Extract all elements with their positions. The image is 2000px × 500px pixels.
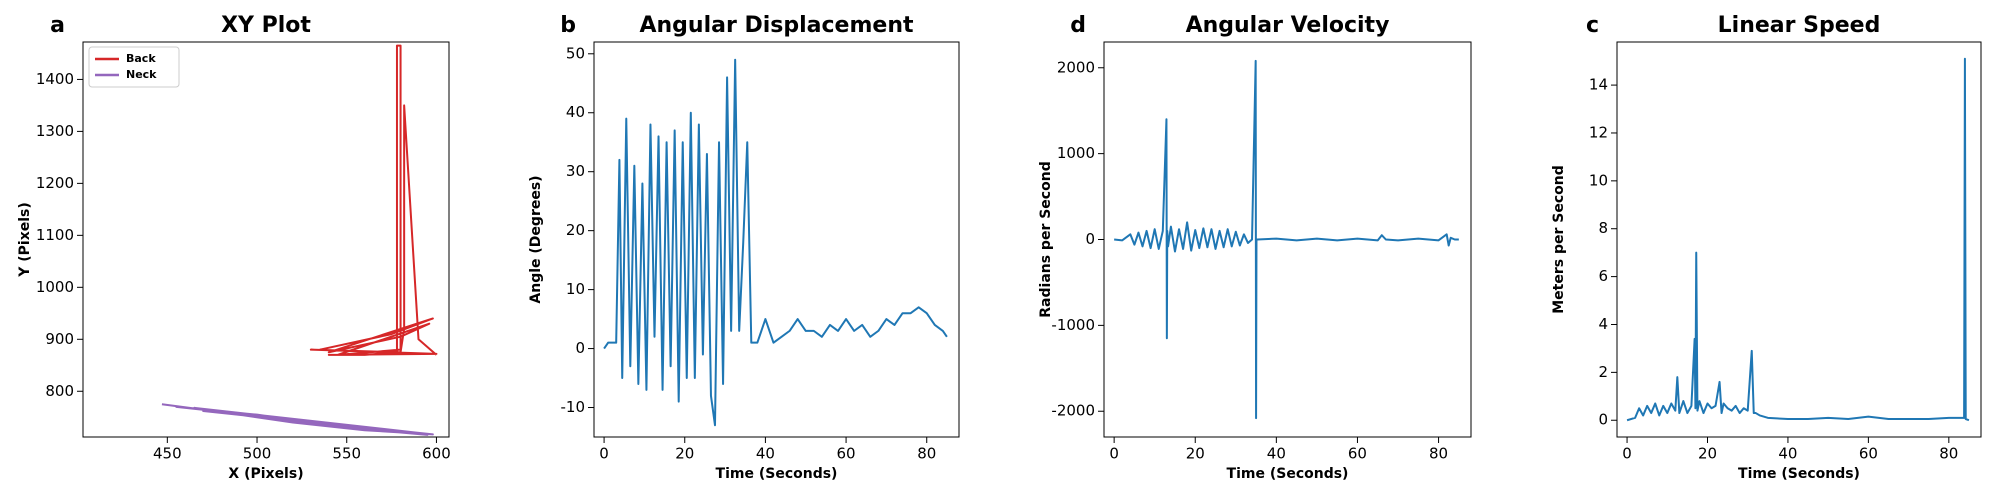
y-tick-label: 0 <box>1598 411 1608 429</box>
x-tick-label: 0 <box>1622 445 1632 463</box>
data-line <box>1114 59 1459 420</box>
y-axis-label: Meters per Second <box>1551 165 1567 314</box>
x-tick-label: 40 <box>1267 445 1286 463</box>
y-axis-label: Y (Pixels) <box>17 202 33 278</box>
x-axis-label: Time (Seconds) <box>716 466 838 482</box>
x-tick-label: 0 <box>599 445 609 463</box>
y-tick-label: 1000 <box>1057 144 1095 162</box>
x-tick-label: 550 <box>332 445 361 463</box>
y-tick-label: 1400 <box>36 70 74 88</box>
y-tick-label: 6 <box>1598 267 1608 285</box>
x-axis-label: Time (Seconds) <box>1738 466 1860 482</box>
y-tick-label: 30 <box>566 162 585 180</box>
y-tick-label: 0 <box>575 339 585 357</box>
x-tick-label: 20 <box>675 445 694 463</box>
data-line <box>1626 57 1970 422</box>
x-tick-label: 40 <box>1778 445 1797 463</box>
axes-frame <box>82 41 450 438</box>
y-tick-label: 50 <box>566 44 585 62</box>
chart-title: Linear Speed <box>1718 13 1881 38</box>
y-tick-label: 10 <box>566 280 585 298</box>
legend-box <box>88 46 180 88</box>
chart-title: Angular Displacement <box>639 13 913 38</box>
y-tick-label: -10 <box>561 398 586 416</box>
y-tick-label: 20 <box>566 221 585 239</box>
x-axis-label: Time (Seconds) <box>1227 466 1349 482</box>
axes-frame <box>1616 41 1982 438</box>
y-tick-label: 1100 <box>36 226 74 244</box>
y-tick-label: -2000 <box>1051 402 1095 420</box>
data-line <box>309 44 438 356</box>
legend-label: Neck <box>126 68 157 81</box>
x-tick-label: 60 <box>1859 445 1878 463</box>
y-tick-label: 10 <box>1589 171 1608 189</box>
x-tick-label: 80 <box>1429 445 1448 463</box>
axes-frame <box>1103 41 1472 438</box>
axes-frame <box>593 41 960 438</box>
y-axis-label: Angle (Degrees) <box>528 175 544 303</box>
panel-label: c <box>1586 13 1599 38</box>
x-tick-label: 80 <box>917 445 936 463</box>
panel-label: b <box>560 13 576 38</box>
y-tick-label: 40 <box>566 103 585 121</box>
y-tick-label: 2 <box>1598 363 1608 381</box>
x-tick-label: 80 <box>1939 445 1958 463</box>
x-tick-label: 60 <box>837 445 856 463</box>
y-tick-label: 12 <box>1589 123 1608 141</box>
y-tick-label: -1000 <box>1051 316 1095 334</box>
y-tick-label: 4 <box>1598 315 1608 333</box>
x-tick-label: 0 <box>1109 445 1119 463</box>
chart-title: XY Plot <box>221 13 311 38</box>
y-tick-label: 800 <box>45 382 74 400</box>
x-axis-label: X (Pixels) <box>228 466 303 482</box>
x-tick-label: 600 <box>422 445 451 463</box>
panel-label: d <box>1070 13 1086 38</box>
y-tick-label: 1200 <box>36 174 74 192</box>
y-tick-label: 1000 <box>36 278 74 296</box>
x-tick-label: 20 <box>1186 445 1205 463</box>
y-tick-label: 900 <box>45 330 74 348</box>
panel-label: a <box>50 13 65 38</box>
y-tick-label: 2000 <box>1057 58 1095 76</box>
y-axis-label: Radians per Second <box>1038 161 1054 317</box>
x-tick-label: 40 <box>756 445 775 463</box>
y-tick-label: 0 <box>1085 230 1095 248</box>
y-tick-label: 8 <box>1598 219 1608 237</box>
x-tick-label: 60 <box>1348 445 1367 463</box>
data-line <box>603 58 948 427</box>
chart-title: Angular Velocity <box>1186 13 1390 38</box>
x-tick-label: 20 <box>1698 445 1717 463</box>
legend-label: Back <box>126 52 156 65</box>
y-tick-label: 1300 <box>36 122 74 140</box>
y-tick-label: 14 <box>1589 76 1608 94</box>
x-tick-label: 500 <box>243 445 272 463</box>
x-tick-label: 450 <box>153 445 182 463</box>
data-line <box>161 403 434 436</box>
